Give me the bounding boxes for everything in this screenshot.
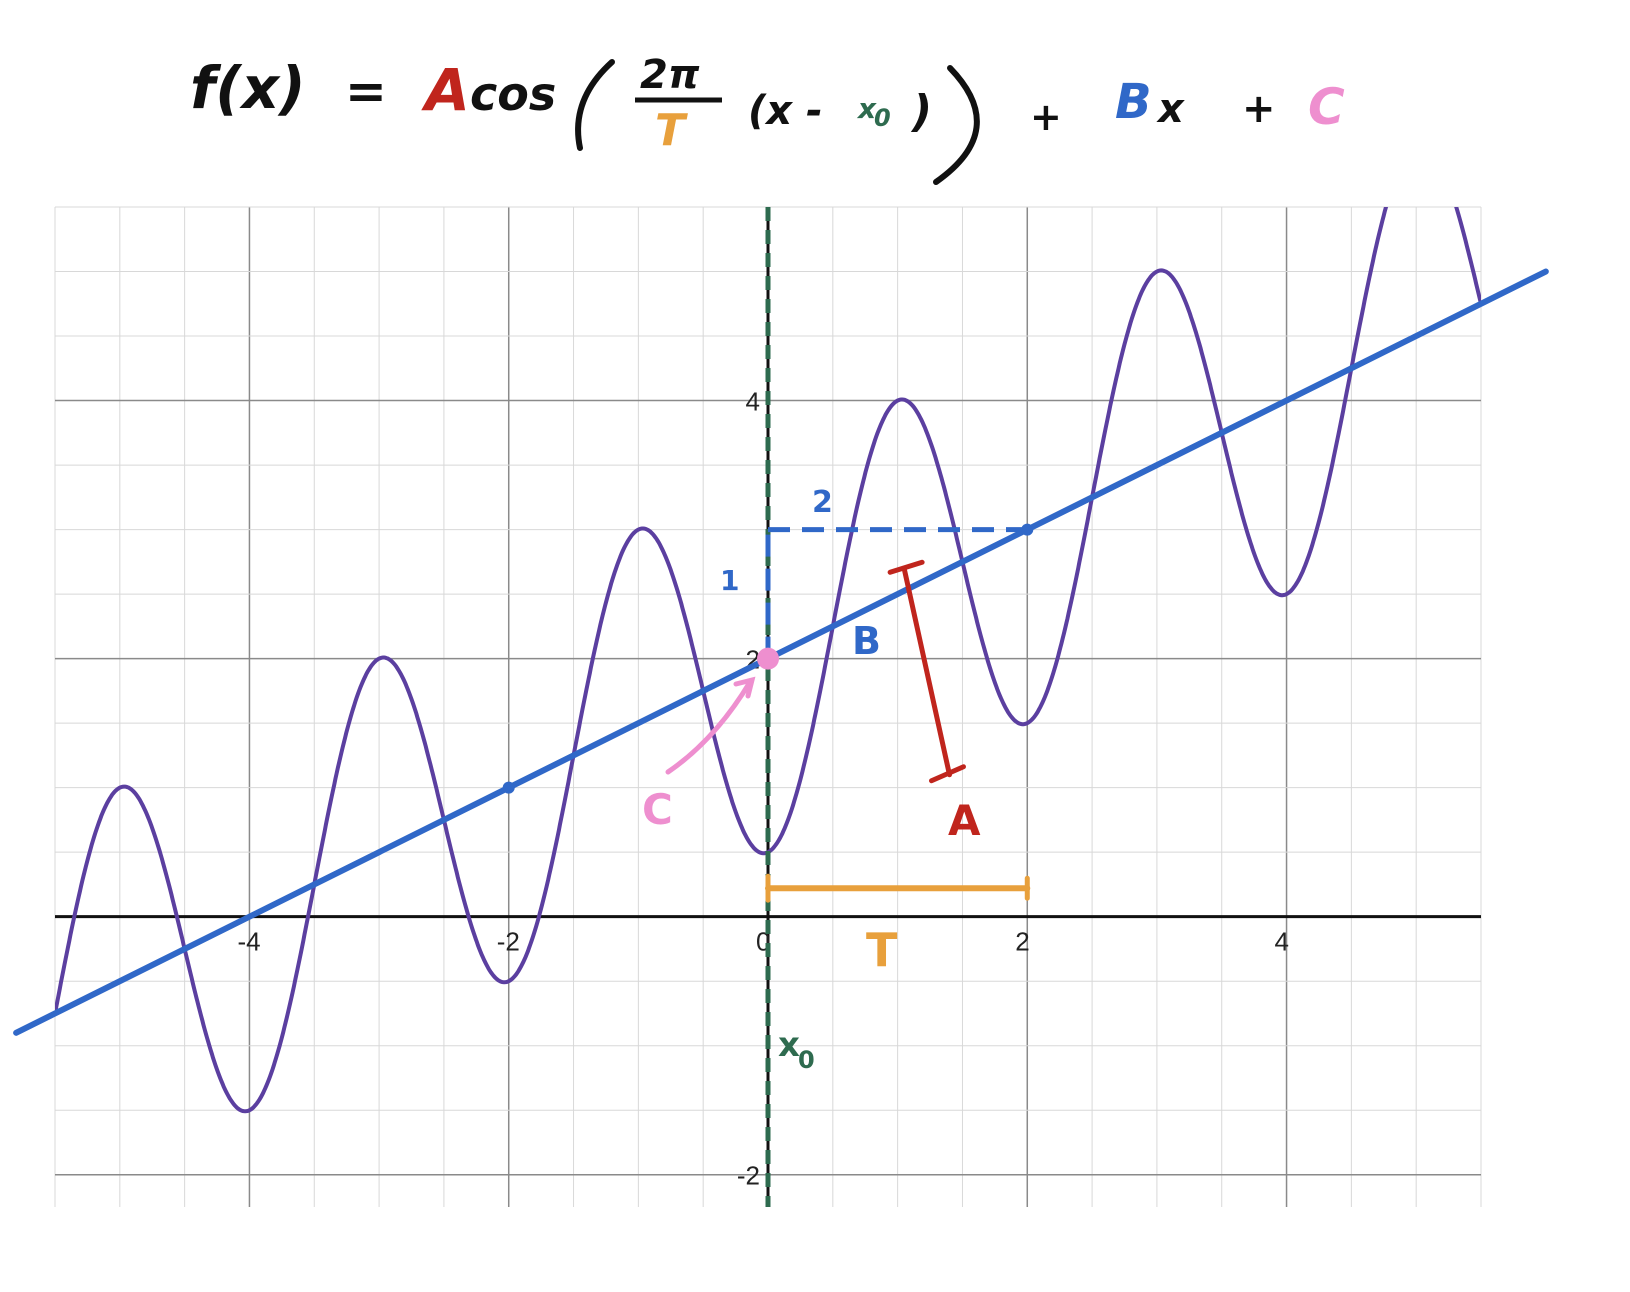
x-tick-label: 2 — [1015, 927, 1029, 957]
formula-close-paren: ) — [910, 86, 932, 137]
x-tick-label: -2 — [497, 927, 520, 957]
label-x0-sub: 0 — [798, 1046, 815, 1074]
formula-T: T — [655, 105, 688, 156]
label-x0: x — [778, 1025, 800, 1065]
label-T: T — [866, 923, 898, 977]
label-A: A — [948, 796, 981, 845]
c-arrow — [665, 676, 756, 775]
formula-plus-1: + — [1030, 95, 1062, 139]
amplitude-bar-cap-bottom — [928, 764, 966, 784]
point-c-intercept — [757, 647, 779, 670]
formula-big-paren-right — [933, 65, 980, 185]
formula-lhs: f(x) — [190, 54, 306, 122]
formula-x-minus: (x - — [748, 88, 823, 134]
formula-x0: x — [856, 92, 877, 125]
slope-triangle — [765, 527, 1028, 659]
series-line-bx-plus-c — [13, 268, 1549, 1036]
label-rise: 1 — [720, 564, 739, 597]
period-bar — [765, 873, 1031, 903]
tick-labels: -4 -2 0 2 4 -2 2 4 — [237, 387, 1289, 1191]
x-tick-label: -4 — [237, 927, 260, 957]
point-on-line — [502, 781, 515, 794]
label-run: 2 — [812, 485, 833, 520]
formula-B: B — [1115, 74, 1152, 130]
formula-cos: cos — [470, 67, 556, 121]
formula-two-pi: 2π — [640, 52, 700, 98]
y-tick-label: 4 — [746, 387, 760, 417]
amplitude-bar — [887, 559, 966, 784]
y-tick-label: -2 — [737, 1161, 760, 1191]
formula-big-paren-left — [575, 59, 615, 151]
formula-plus-2: + — [1242, 86, 1276, 132]
formula-x0-sub: 0 — [874, 104, 891, 132]
label-C: C — [642, 785, 673, 834]
amplitude-bar-line — [901, 565, 952, 778]
x-tick-label: 4 — [1275, 927, 1289, 957]
amplitude-bar-cap-top — [887, 559, 925, 575]
label-B: B — [852, 619, 881, 663]
data-points — [502, 523, 1034, 794]
formula-A: A — [421, 56, 470, 124]
formula-Bx-x: x — [1156, 86, 1185, 132]
formula-equals: = — [345, 62, 387, 120]
formula: f(x) = A cos 2π T (x - x 0 ) + B x + C — [190, 52, 1345, 185]
point-on-line — [1021, 523, 1034, 536]
formula-C: C — [1308, 78, 1345, 136]
